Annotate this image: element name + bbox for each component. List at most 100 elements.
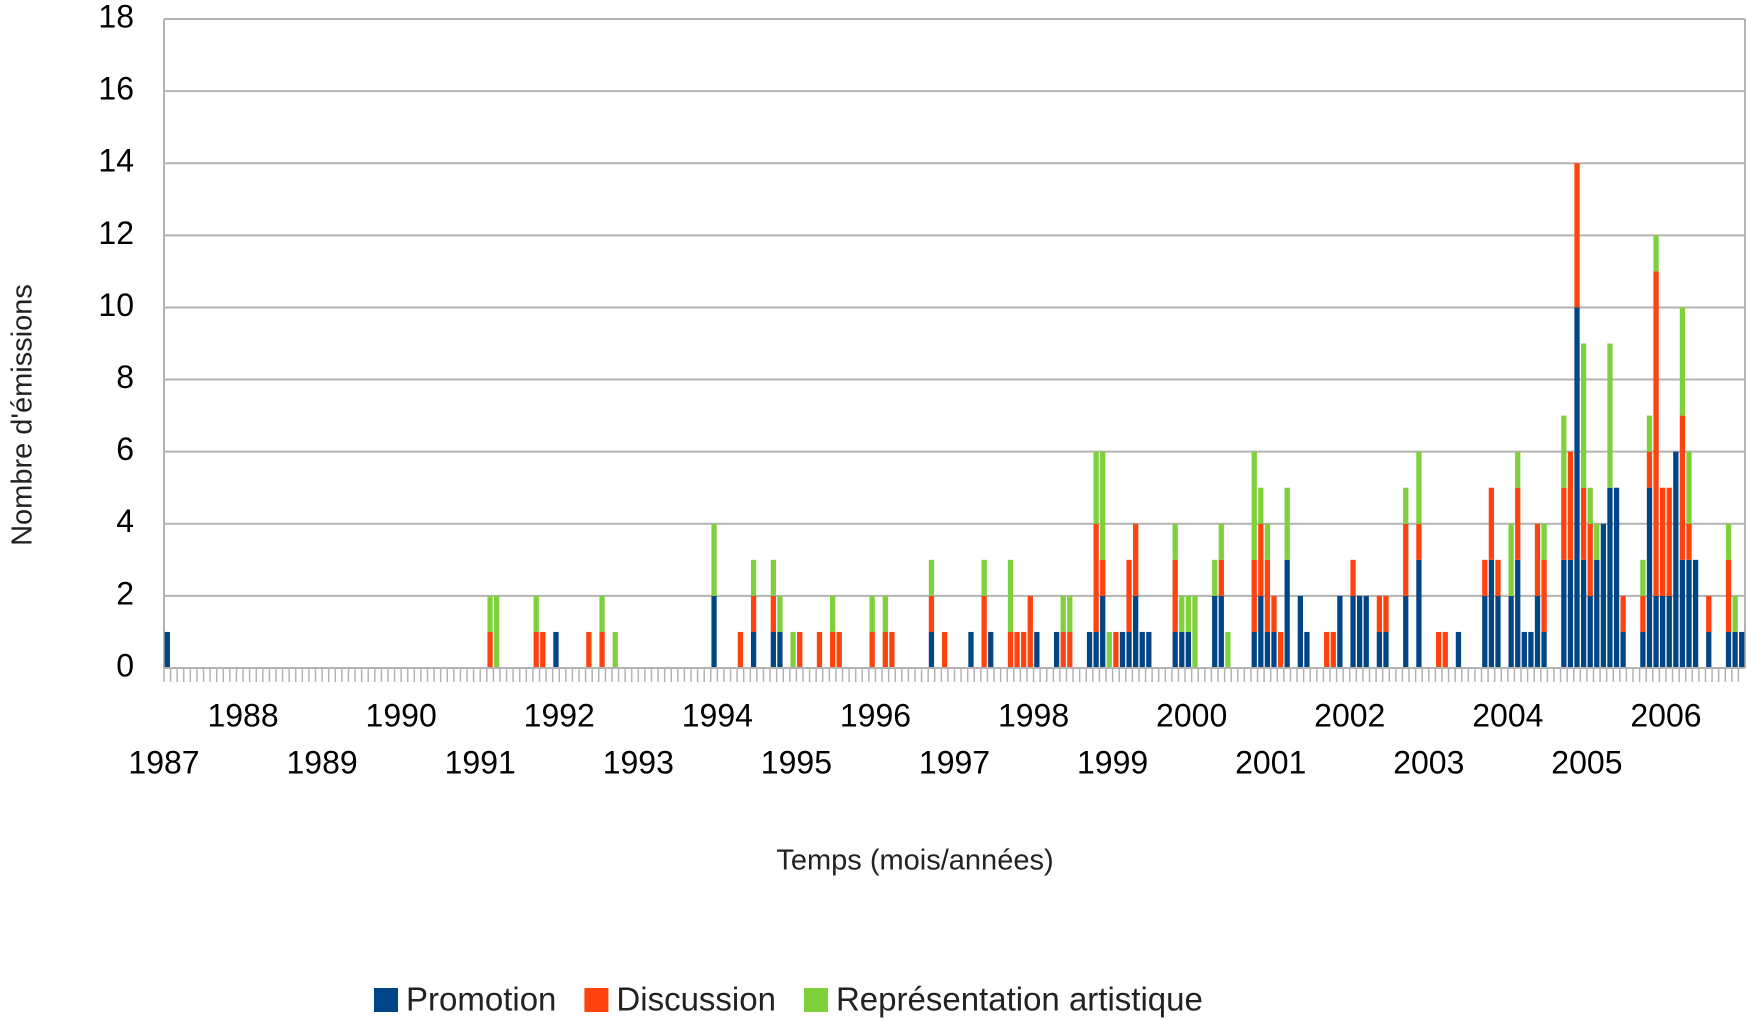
legend-swatch xyxy=(584,988,609,1012)
bar-segment xyxy=(1620,595,1626,632)
bar-segment xyxy=(790,631,796,668)
bar-segment xyxy=(941,631,948,668)
x-tick-label: 1991 xyxy=(445,744,516,780)
bar-segment xyxy=(1212,595,1218,668)
bar-segment xyxy=(1403,523,1409,596)
bar-segment xyxy=(1376,595,1383,632)
bar-segment xyxy=(1508,523,1514,596)
bar-segment xyxy=(1106,631,1112,668)
bar-segment xyxy=(777,595,783,632)
y-tick-label: 18 xyxy=(98,0,134,34)
bar-segment xyxy=(1113,631,1119,668)
x-tick-label: 1993 xyxy=(603,744,674,780)
bar-segment xyxy=(1660,487,1666,596)
bar-segment xyxy=(1442,631,1448,668)
bar-segment xyxy=(1732,595,1738,632)
bar-segment xyxy=(1580,487,1587,560)
bar-segment xyxy=(1521,631,1527,668)
bar-segment xyxy=(797,631,803,668)
bar-segment xyxy=(1495,595,1501,668)
bar-segment xyxy=(1706,631,1712,668)
bar-segment xyxy=(770,595,776,632)
bar-segment xyxy=(1093,631,1099,668)
x-tick-label: 2001 xyxy=(1235,744,1306,780)
bar-segment xyxy=(816,631,823,668)
bar-segment xyxy=(1192,595,1198,668)
bar-segment xyxy=(889,631,895,668)
x-tick-label: 2006 xyxy=(1630,697,1701,733)
bar-segment xyxy=(1330,631,1336,668)
x-tick-label: 1998 xyxy=(998,697,1069,733)
bar-segment xyxy=(1488,559,1495,668)
bar-segment xyxy=(1126,559,1132,632)
bar-segment xyxy=(1482,595,1488,668)
bar-segment xyxy=(1007,631,1014,668)
bar-segment xyxy=(1515,559,1521,668)
bar-segment xyxy=(1324,631,1330,668)
bar-segment xyxy=(1007,559,1014,632)
bar-segment xyxy=(770,631,776,668)
bar-segment xyxy=(1264,559,1271,632)
y-tick-label: 0 xyxy=(116,647,134,683)
bar-segment xyxy=(1620,631,1626,668)
bar-segment xyxy=(1060,595,1066,632)
bar-segment xyxy=(1508,595,1514,668)
bar-segment xyxy=(1133,523,1139,596)
bar-segment xyxy=(1416,559,1422,668)
bar-segment xyxy=(1561,559,1567,668)
bar-segment xyxy=(1218,523,1224,560)
bar-segment xyxy=(1561,415,1567,488)
bar-segment xyxy=(1692,559,1699,668)
bar-segment xyxy=(1594,523,1600,560)
bar-segment xyxy=(1725,523,1732,560)
bar-segment xyxy=(1666,487,1672,596)
bar-segment xyxy=(882,631,888,668)
bar-segment xyxy=(1277,631,1284,668)
bar-segment xyxy=(1416,451,1422,524)
bar-segment xyxy=(494,595,500,668)
bar-segment xyxy=(1179,595,1185,632)
bar-segment xyxy=(1725,631,1732,668)
bar-segment xyxy=(981,595,987,668)
bar-segment xyxy=(1086,631,1093,668)
bar-segment xyxy=(750,595,757,632)
y-tick-label: 4 xyxy=(116,503,134,539)
bar-segment xyxy=(1251,631,1257,668)
bar-segment xyxy=(1139,631,1145,668)
bar-segment xyxy=(1732,631,1738,668)
bar-segment xyxy=(1383,595,1389,632)
bar-segment xyxy=(1725,559,1732,632)
bar-segment xyxy=(928,559,935,596)
y-tick-label: 12 xyxy=(98,215,134,251)
bar-segment xyxy=(1185,631,1191,668)
bar-segment xyxy=(1653,271,1659,596)
x-tick-label: 1997 xyxy=(919,744,990,780)
bar-segment xyxy=(533,595,539,632)
bar-segment xyxy=(1640,595,1646,632)
bar-segment xyxy=(1119,631,1126,668)
bar-segment xyxy=(1126,631,1132,668)
bar-segment xyxy=(1172,631,1178,668)
bar-segment xyxy=(612,631,618,668)
bar-segment xyxy=(1218,559,1224,596)
bar-segment xyxy=(533,631,539,668)
bar-segment xyxy=(1258,595,1264,668)
bar-segment xyxy=(1679,415,1686,560)
y-tick-label: 16 xyxy=(98,71,134,107)
bar-segment xyxy=(1482,559,1488,596)
bar-segment xyxy=(1706,595,1712,632)
x-tick-label: 1996 xyxy=(840,697,911,733)
x-tick-label: 1994 xyxy=(682,697,753,733)
bar-segment xyxy=(737,631,744,668)
x-tick-label: 2004 xyxy=(1472,697,1543,733)
bar-segment xyxy=(1640,631,1646,668)
bar-segment xyxy=(1218,595,1224,668)
bar-segment xyxy=(882,595,888,632)
bar-segment xyxy=(928,631,935,668)
bar-segment xyxy=(1034,631,1040,668)
bar-segment xyxy=(750,631,757,668)
bar-segment xyxy=(1172,559,1178,632)
bar-segment xyxy=(1646,451,1653,488)
bar-segment xyxy=(1060,631,1066,668)
